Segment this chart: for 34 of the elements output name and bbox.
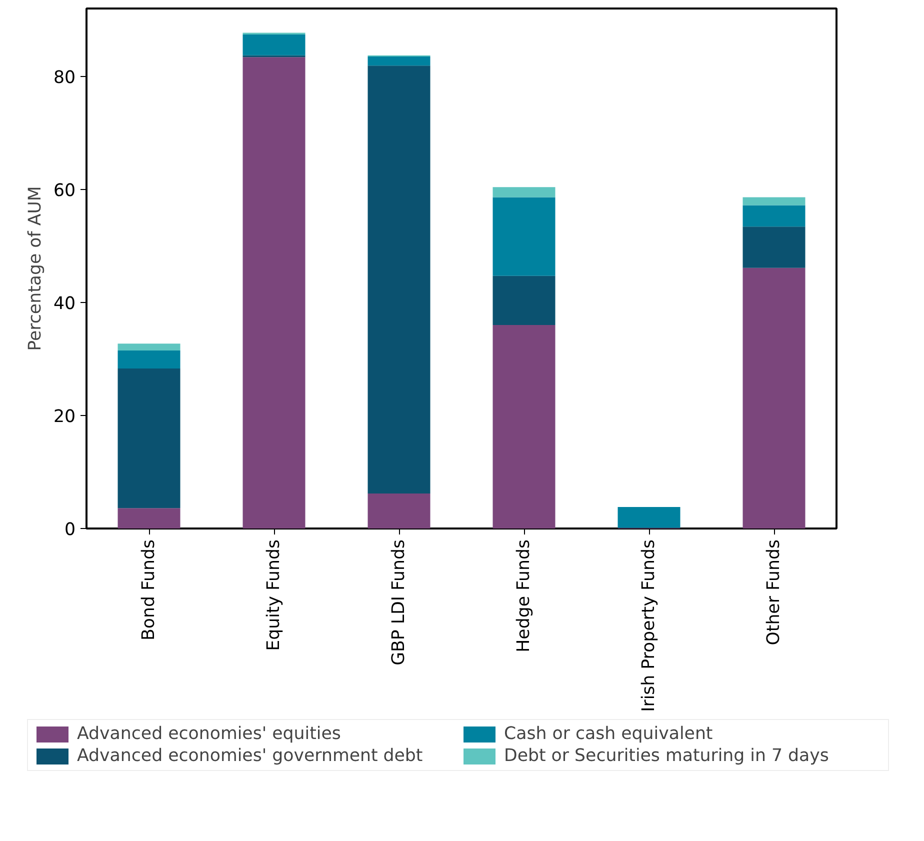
x-tick-label: Bond Funds — [139, 539, 159, 640]
bar — [492, 187, 556, 198]
bar — [742, 197, 806, 206]
x-tick-label: Equity Funds — [264, 539, 284, 651]
bar — [492, 197, 556, 276]
bar — [118, 350, 180, 369]
bar — [742, 268, 806, 528]
x-tick-label: GBP LDI Funds — [389, 539, 409, 666]
bar — [242, 57, 306, 528]
bar — [492, 325, 556, 528]
y-tick-label: 80 — [53, 68, 76, 88]
legend-label: Cash or cash equivalent — [504, 724, 714, 744]
bar — [368, 493, 430, 528]
y-axis-title: Percentage of AUM — [25, 186, 46, 351]
x-tick-label: Hedge Funds — [514, 539, 534, 652]
bar — [368, 56, 430, 66]
x-tick-label: Irish Property Funds — [639, 539, 659, 712]
bar — [742, 205, 806, 227]
legend-label: Advanced economies' government debt — [77, 746, 424, 766]
y-tick-label: 60 — [53, 180, 76, 201]
bar — [742, 226, 806, 268]
bar — [618, 507, 680, 528]
y-tick-label: 20 — [53, 406, 76, 427]
x-tick-label: Other Funds — [764, 539, 784, 646]
bar — [118, 508, 180, 528]
legend-label: Advanced economies' equities — [77, 724, 342, 744]
y-tick-label: 0 — [64, 520, 76, 540]
bar — [118, 344, 180, 350]
bar — [118, 368, 180, 508]
y-tick-label: 40 — [53, 294, 76, 314]
bar — [242, 34, 306, 56]
bar — [492, 276, 556, 326]
bar — [368, 66, 430, 494]
legend-label: Debt or Securities maturing in 7 days — [504, 746, 830, 766]
